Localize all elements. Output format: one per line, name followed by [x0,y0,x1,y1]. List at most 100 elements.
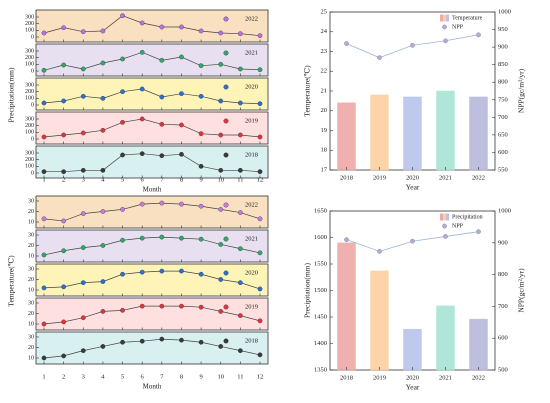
temp-panel-2020 [35,263,269,297]
temp-point-2019 [257,318,263,324]
precip-point-2018 [159,153,165,159]
precip-point-2021 [41,67,47,73]
precip-line-2020 [43,88,261,105]
temp-point-2018 [238,348,243,353]
temp-point-2018 [198,339,204,345]
precip-point-2021 [120,56,125,62]
precip-line-2019 [43,118,261,138]
temp-point-2022 [198,203,204,209]
precip-ytick-label: 100 [25,130,34,136]
precip-legend-marker-2021 [223,50,229,56]
temp-npp-ytick-label: 25 [321,8,328,15]
precip-point-2018 [257,169,263,175]
precip-point-2019 [139,116,145,122]
temp-xtick-label: 8 [180,373,183,380]
temp-point-2021 [80,245,86,250]
precip-point-2019 [80,130,86,136]
temp-legend-label: 2019 [245,303,258,310]
temp-line-2021 [43,236,261,256]
temp-xtick-label: 1 [42,373,45,380]
temp-xtick-label: 4 [101,373,105,380]
precip-point-2018 [100,167,106,173]
temp-npp-ytick-label: 23 [321,48,328,55]
temp-npp-ytick-label: 24 [321,28,328,35]
temp-point-2020 [120,271,125,277]
precip-line-2022 [43,15,261,37]
temp-point-2020 [139,269,145,275]
precip-npp-bar-2020 [403,328,422,371]
temp-legend-marker-2019 [223,304,229,310]
precip-xtick-label: 7 [160,176,164,183]
temp-npp-y2tick-label: 750 [498,96,508,103]
precip-point-2021 [61,62,66,68]
precip-panel-2018 [35,145,269,179]
precip-legend-label: 2018 [245,151,258,158]
temp-npp-y2tick-label: 600 [498,149,508,156]
temp-point-2019 [100,309,106,314]
precip-npp-legend-bar-swatch [446,213,449,221]
temp-npp-y2tick-label: 800 [498,79,508,86]
precip-npp-bar-2018 [337,242,356,371]
precip-point-2020 [61,98,66,104]
precip-point-2021 [80,66,86,72]
temp-ytick-label: 20 [28,209,34,215]
precip-point-2019 [198,131,204,137]
temp-npp-y2tick-label: 650 [498,131,508,138]
temp-legend-marker-2022 [223,202,229,208]
precip-point-2020 [257,101,263,107]
temp-point-2022 [80,211,86,216]
temp-npp-ytick-label: 17 [321,166,328,173]
temp-point-2022 [257,216,263,222]
temp-point-2018 [218,344,224,349]
precip-point-2022 [120,13,125,19]
temp-npp-y2tick-label: 850 [498,61,508,68]
temp-ytick-label: 30 [28,266,34,272]
precip-ytick-label: 300 [25,150,34,156]
precip-npp-xlabel: Year [406,383,420,392]
temp-line-2022 [43,202,261,222]
temp-npp-y2label: NPP(gc/m²/yr) [517,68,526,113]
precip-xtick-label: 5 [121,176,124,183]
temp-npp-xtick-label: 2021 [439,174,452,181]
precip-npp-legend-label: Precipitation [452,214,483,220]
temp-npp-y2tick-label: 700 [498,114,508,121]
precip-xlabel: Month [143,186,162,194]
temp-point-2018 [100,344,106,349]
temp-point-2018 [179,337,184,343]
precip-npp-xtick-label: 2018 [340,374,353,381]
precip-npp-y2tick-label: 800 [498,271,508,278]
precip-point-2019 [257,134,263,140]
temp-xtick-label: 9 [199,373,202,380]
temp-point-2020 [257,286,263,292]
precip-point-2018 [238,167,243,173]
temp-ytick-label: 10 [28,321,34,327]
temp-ytick-label: 20 [28,243,34,249]
temp-point-2018 [139,338,145,344]
precip-point-2022 [257,33,263,39]
precip-legend-marker-2018 [223,152,229,158]
precip-point-2018 [61,169,66,175]
temp-point-2022 [218,207,224,212]
precip-npp-npp-point-2022 [476,229,481,235]
temp-panel-2022 [35,195,269,229]
temp-npp-npp-point-2018 [344,41,349,46]
precip-npp-ytick-label: 1400 [314,340,327,347]
precip-npp-ytick-label: 1600 [314,234,327,241]
temp-line-2020 [43,270,261,290]
precip-point-2019 [61,132,66,138]
temp-point-2018 [80,348,86,353]
temp-npp-y2tick-label: 900 [498,44,508,51]
precip-point-2020 [159,94,165,100]
temp-point-2020 [80,280,86,285]
temp-point-2021 [159,234,165,240]
temp-npp-npp-point-2019 [377,55,382,60]
temp-point-2018 [159,336,165,342]
temp-npp-legend-bar-swatch [443,14,446,22]
precip-ytick-label: 100 [25,62,34,68]
temp-point-2020 [218,277,224,282]
temp-point-2022 [100,209,106,214]
precip-npp-ytick-label: 1350 [314,366,327,373]
precip-point-2021 [218,61,224,67]
precip-point-2020 [238,100,243,106]
temp-point-2019 [198,304,204,310]
